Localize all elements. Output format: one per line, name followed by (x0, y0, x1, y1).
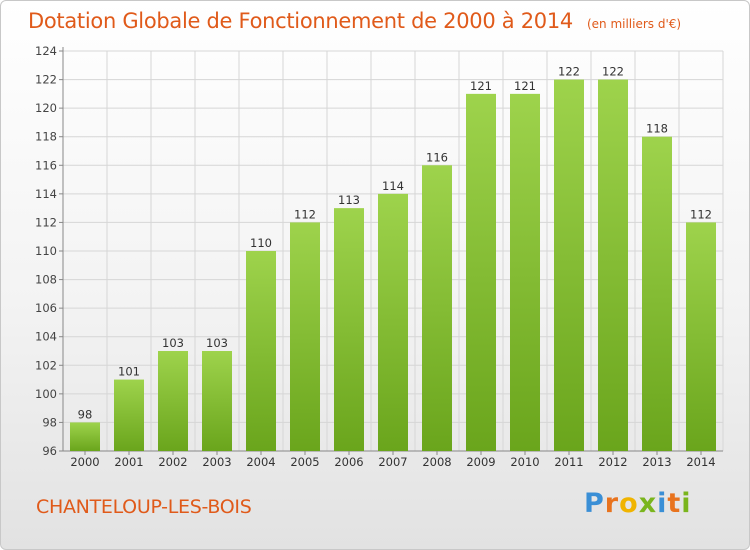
x-tick-label: 2008 (422, 455, 451, 469)
bar (422, 165, 452, 452)
y-tick-label: 106 (35, 301, 57, 315)
y-tick-label: 100 (35, 387, 57, 401)
value-label: 103 (206, 336, 228, 350)
bar (466, 93, 496, 451)
value-label: 98 (78, 407, 93, 421)
value-label: 122 (602, 65, 624, 79)
bar (70, 422, 100, 451)
x-tick-label: 2007 (378, 455, 407, 469)
value-label: 101 (118, 365, 140, 379)
y-tick-label: 104 (35, 330, 57, 344)
y-tick-label: 108 (35, 273, 57, 287)
bar (378, 193, 408, 451)
x-tick-label: 2009 (466, 455, 495, 469)
x-tick-label: 2002 (158, 455, 187, 469)
value-label: 118 (646, 122, 668, 136)
bar (290, 222, 320, 451)
bar (598, 79, 628, 452)
bar (510, 93, 540, 451)
y-tick-label: 112 (35, 215, 57, 229)
logo-letter: x (638, 488, 658, 519)
y-tick-label: 102 (35, 358, 57, 372)
bar (554, 79, 584, 452)
logo-letter: t (667, 488, 682, 519)
value-label: 122 (558, 65, 580, 79)
bar (246, 251, 276, 451)
value-label: 103 (162, 336, 184, 350)
y-tick-label: 110 (35, 244, 57, 258)
y-tick-label: 114 (35, 187, 57, 201)
bar (202, 351, 232, 451)
x-tick-label: 2012 (598, 455, 627, 469)
value-label: 121 (470, 79, 492, 93)
logo-letter: i (657, 488, 668, 519)
value-label: 114 (382, 179, 404, 193)
x-tick-label: 2006 (334, 455, 363, 469)
value-label: 116 (426, 150, 448, 164)
value-label: 110 (250, 236, 272, 250)
bar (114, 379, 144, 451)
bar (334, 208, 364, 451)
chart-title: Dotation Globale de Fonctionnement de 20… (28, 9, 681, 33)
logo-letter: r (604, 488, 620, 519)
logo-letter: o (619, 488, 639, 519)
x-tick-labels: 2000 2001 2002 2003 2004 2005 2006 2007 2008 2009… (70, 455, 715, 469)
logo-letter: i (681, 488, 692, 519)
y-tick-labels: 96 98 100 102 104 106 108 110 112 114 116 118 120 122… (35, 44, 57, 458)
y-tick-label: 124 (35, 44, 57, 58)
x-tick-label: 2011 (554, 455, 583, 469)
y-tick-label: 96 (42, 444, 57, 458)
value-label: 121 (514, 79, 536, 93)
y-tick-label: 116 (35, 158, 57, 172)
x-tick-label: 2004 (246, 455, 275, 469)
x-tick-label: 2000 (70, 455, 99, 469)
y-tick-label: 120 (35, 101, 57, 115)
x-tick-label: 2005 (290, 455, 319, 469)
title-text: Dotation Globale de Fonctionnement de 20… (28, 9, 573, 33)
title-unit: (en milliers d'€) (586, 17, 682, 31)
y-tick-label: 98 (42, 415, 57, 429)
x-tick-label: 2003 (202, 455, 231, 469)
x-tick-label: 2013 (642, 455, 671, 469)
x-tick-label: 2010 (510, 455, 539, 469)
proxiti-logo: Proxiti (584, 488, 692, 519)
bars (70, 79, 716, 452)
bar (686, 222, 716, 451)
bar (158, 351, 188, 451)
value-label: 112 (294, 207, 316, 221)
value-label: 113 (338, 193, 360, 207)
value-label: 112 (690, 207, 712, 221)
value-labels: 98 101 103 103 110 112 113 114 116 121 121 122 122 11… (78, 65, 712, 422)
bar (642, 136, 672, 451)
commune-name: CHANTELOUP-LES-BOIS (36, 496, 252, 518)
y-tick-label: 122 (35, 73, 57, 87)
y-tick-label: 118 (35, 130, 57, 144)
x-tick-label: 2001 (114, 455, 143, 469)
logo-letter: P (584, 488, 605, 519)
x-tick-label: 2014 (686, 455, 715, 469)
